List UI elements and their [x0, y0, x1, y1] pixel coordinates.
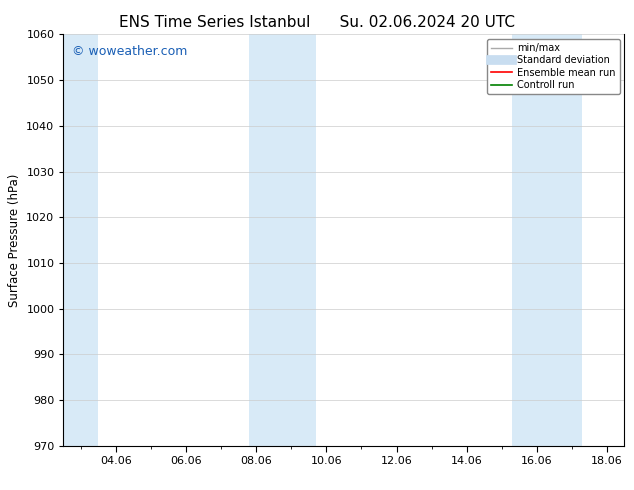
Text: © woweather.com: © woweather.com: [72, 45, 187, 58]
Y-axis label: Surface Pressure (hPa): Surface Pressure (hPa): [8, 173, 21, 307]
Bar: [512, 34, 583, 446]
Text: ENS Time Series Istanbul      Su. 02.06.2024 20 UTC: ENS Time Series Istanbul Su. 02.06.2024 …: [119, 15, 515, 30]
Bar: [63, 34, 98, 446]
Legend: min/max, Standard deviation, Ensemble mean run, Controll run: min/max, Standard deviation, Ensemble me…: [487, 39, 619, 94]
Bar: [249, 34, 316, 446]
